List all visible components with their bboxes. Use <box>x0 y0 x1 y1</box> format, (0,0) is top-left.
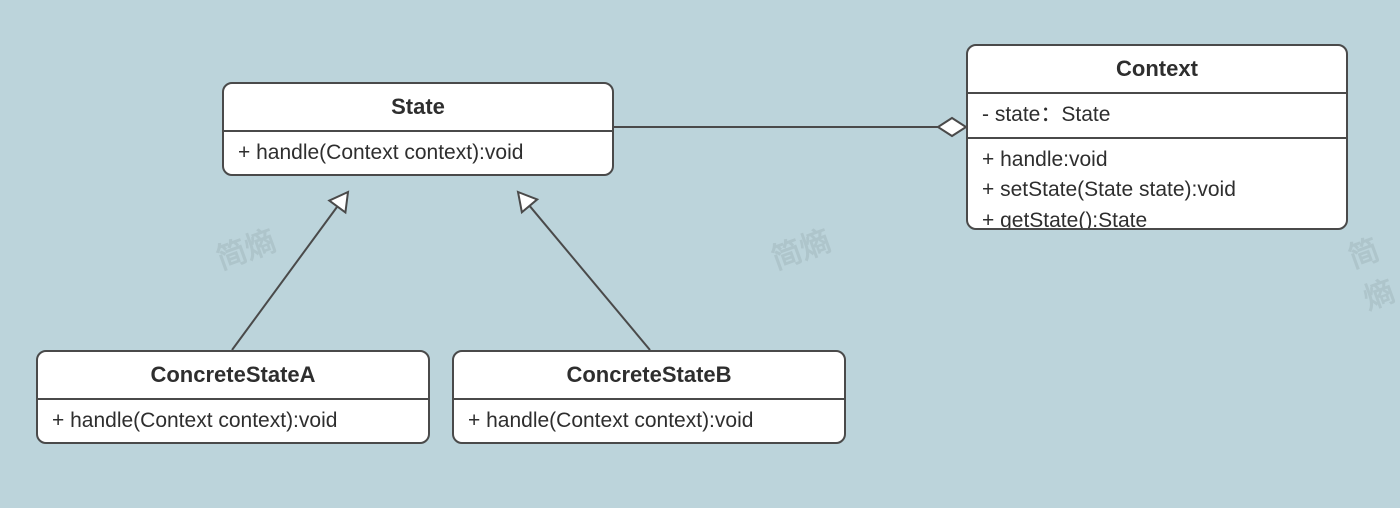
class-member: + handle(Context context):void <box>52 406 414 436</box>
class-box-context: Context - state：State + handle:void + se… <box>966 44 1348 230</box>
class-member: + setState(State state):void <box>982 175 1332 205</box>
diagram-canvas: 简熵 简熵 简熵 State + handle(Context context)… <box>0 0 1400 508</box>
class-box-state: State + handle(Context context):void <box>222 82 614 176</box>
class-methods: + handle(Context context):void <box>454 400 844 442</box>
class-title: ConcreteStateB <box>454 352 844 400</box>
watermark: 简熵 <box>209 216 280 278</box>
class-title: ConcreteStateA <box>38 352 428 400</box>
class-methods: + handle(Context context):void <box>224 132 612 174</box>
class-box-concrete-state-a: ConcreteStateA + handle(Context context)… <box>36 350 430 444</box>
class-box-concrete-state-b: ConcreteStateB + handle(Context context)… <box>452 350 846 444</box>
class-member: + handle:void <box>982 145 1332 175</box>
class-methods: + handle(Context context):void <box>38 400 428 442</box>
watermark: 简熵 <box>764 216 835 278</box>
class-member: - state：State <box>982 100 1332 130</box>
class-title: State <box>224 84 612 132</box>
watermark: 简熵 <box>1341 220 1400 318</box>
class-title: Context <box>968 46 1346 94</box>
class-attributes: - state：State <box>968 94 1346 138</box>
class-member: + handle(Context context):void <box>238 138 598 168</box>
class-member: + getState():State <box>982 206 1332 230</box>
class-member: + handle(Context context):void <box>468 406 830 436</box>
class-methods: + handle:void + setState(State state):vo… <box>968 139 1346 230</box>
